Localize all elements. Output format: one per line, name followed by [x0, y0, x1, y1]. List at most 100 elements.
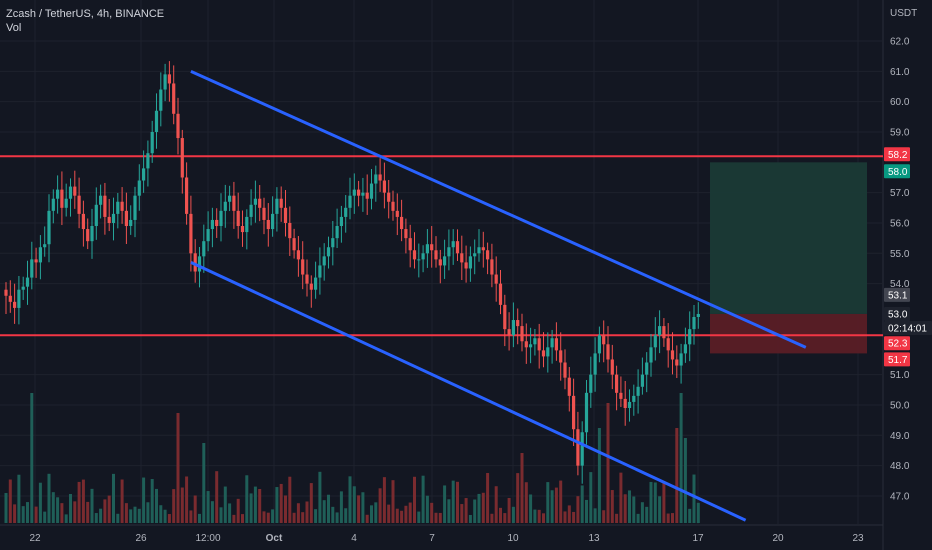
volume-bar	[666, 513, 670, 523]
y-tick-label: 59.0	[890, 127, 910, 138]
x-tick-label: 10	[507, 533, 519, 544]
volume-bar	[499, 507, 502, 523]
candle-body	[688, 329, 692, 345]
volume-bar	[185, 476, 189, 523]
candle-body	[64, 198, 68, 208]
candle-body	[374, 174, 378, 184]
candle-body	[17, 289, 21, 308]
volume-bar	[580, 485, 584, 523]
volume-bar	[51, 492, 55, 523]
candle-body	[81, 213, 85, 230]
candle-body	[137, 180, 141, 196]
y-tick-label: 60.0	[890, 97, 910, 108]
volume-bar	[64, 514, 68, 523]
candle-body	[322, 256, 326, 266]
volume-bar	[597, 428, 601, 523]
price-tag-label: 58.0	[888, 167, 908, 178]
volume-bar	[107, 495, 111, 523]
volume-bar	[559, 480, 563, 523]
candle-body	[430, 244, 434, 251]
candle-body	[86, 229, 90, 242]
volume-bar	[365, 514, 369, 523]
candle-body	[408, 238, 412, 251]
volume-bar	[198, 513, 201, 523]
volume-bar	[193, 495, 197, 523]
volume-bar	[572, 511, 576, 523]
candle-body	[494, 274, 498, 284]
volume-bar	[271, 509, 275, 523]
candle-body	[185, 177, 189, 214]
candle-body	[636, 386, 640, 396]
candle-body	[193, 253, 197, 272]
candle-body	[99, 195, 103, 205]
volume-bar	[378, 488, 382, 523]
candle-body	[507, 329, 511, 336]
volume-bar	[142, 477, 146, 523]
volume-bar	[348, 476, 352, 523]
x-tick-label: 22	[29, 533, 41, 544]
x-tick-label: Oct	[266, 533, 283, 544]
candle-body	[219, 210, 223, 227]
candle-body	[576, 429, 580, 466]
candle-body	[202, 241, 206, 257]
candle-body	[382, 180, 386, 193]
volume-bar	[352, 486, 356, 523]
volume-bar	[99, 508, 103, 523]
volume-bar	[645, 506, 649, 523]
volume-bar	[210, 501, 214, 523]
candle-body	[215, 219, 219, 227]
volume-bar	[628, 490, 631, 523]
volume-bar	[576, 496, 580, 523]
candle-body	[468, 256, 472, 269]
symbol-title[interactable]: Zcash / TetherUS, 4h, BINANCE	[6, 8, 165, 20]
y-tick-label: 61.0	[890, 67, 910, 78]
volume-bar	[90, 488, 94, 523]
y-tick-label: 62.0	[890, 37, 910, 48]
volume-bar	[382, 477, 386, 523]
volume-bar	[623, 494, 627, 523]
volume-bar	[327, 494, 330, 523]
candle-body	[107, 216, 111, 223]
candle-body	[619, 392, 623, 399]
candle-body	[412, 250, 417, 260]
candle-body	[197, 256, 202, 272]
volume-bar	[447, 499, 451, 523]
volume-bar	[417, 511, 421, 523]
volume-bar	[137, 508, 141, 523]
candle-body	[133, 195, 137, 220]
candle-body	[245, 216, 249, 233]
price-tag-bg	[884, 352, 910, 367]
volume-bar	[563, 511, 567, 523]
volume-bar	[202, 443, 206, 523]
volume-bar	[245, 475, 249, 523]
y-tick-label: 51.0	[890, 370, 910, 381]
volume-bar	[602, 510, 606, 523]
y-tick-label: 54.0	[890, 279, 910, 290]
volume-bar	[34, 506, 38, 523]
volume-bar	[533, 509, 537, 523]
candle-body	[172, 83, 176, 114]
candle-body	[675, 359, 679, 366]
volume-bar	[155, 488, 158, 523]
candle-body	[597, 335, 601, 354]
candle-body	[344, 207, 348, 217]
candle-body	[649, 347, 653, 363]
volume-bar	[649, 481, 653, 523]
candle-body	[443, 256, 447, 266]
volume-bar	[679, 393, 683, 523]
y-tick-label: 56.0	[890, 218, 910, 229]
candle-body	[348, 195, 352, 208]
x-tick-label: 26	[135, 533, 147, 544]
candle-body	[602, 335, 606, 345]
volume-bar	[546, 482, 550, 523]
candle-body	[275, 198, 279, 214]
volume-bar	[253, 486, 257, 523]
candle-body	[400, 216, 404, 230]
candle-body	[477, 247, 481, 254]
candle-body	[404, 229, 408, 239]
price-tag-bg	[884, 336, 910, 351]
volume-bar	[296, 503, 300, 523]
volume-bar	[38, 482, 42, 523]
